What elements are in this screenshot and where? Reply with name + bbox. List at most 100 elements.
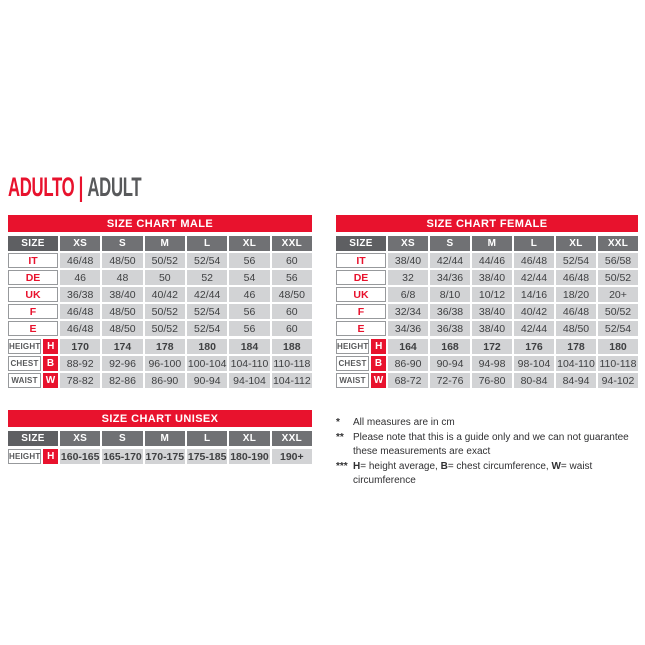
measure-value: 94-104 xyxy=(229,373,270,388)
measure-label: CHEST xyxy=(8,356,41,371)
measure-value: 110-118 xyxy=(271,356,312,371)
table-row: IT 46/48 48/50 50/52 52/54 56 60 xyxy=(8,253,312,268)
measure-row-chest: CHEST B 86-90 90-94 94-98 98-104 104-110… xyxy=(336,356,638,371)
size-value: 34/36 xyxy=(388,321,428,336)
measure-label-cell: WAIST W xyxy=(336,373,386,388)
table-row: IT 38/40 42/44 44/46 46/48 52/54 56/58 xyxy=(336,253,638,268)
table-row: DE 32 34/36 38/40 42/44 46/48 50/52 xyxy=(336,270,638,285)
size-value: 60 xyxy=(271,253,312,268)
measure-label: HEIGHT xyxy=(336,339,370,354)
size-value: 48/50 xyxy=(556,321,596,336)
measure-value: 110-118 xyxy=(598,356,638,371)
size-value: 46/48 xyxy=(556,304,596,319)
size-value: 8/10 xyxy=(430,287,470,302)
size-value: 38/40 xyxy=(388,253,428,268)
measure-value: 188 xyxy=(271,339,312,354)
size-value: 6/8 xyxy=(388,287,428,302)
measure-value: 190+ xyxy=(271,449,312,464)
size-header-cell: SIZE xyxy=(336,236,386,251)
measure-label: WAIST xyxy=(8,373,41,388)
footnote-letter-legend: *** H= height average, B= chest circumfe… xyxy=(336,460,640,489)
size-value: 52/54 xyxy=(556,253,596,268)
row-label: E xyxy=(8,321,58,336)
measure-label: WAIST xyxy=(336,373,369,388)
column-header: L xyxy=(514,236,554,251)
size-value: 36/38 xyxy=(430,321,470,336)
page-title-primary: ADULTO xyxy=(8,172,75,202)
column-header: S xyxy=(102,431,143,446)
table-row: E 34/36 36/38 38/40 42/44 48/50 52/54 xyxy=(336,321,638,336)
size-value: 20+ xyxy=(598,287,638,302)
footnote-guide-only: ** Please note that this is a guide only… xyxy=(336,431,640,460)
measure-value: 160-165 xyxy=(60,449,101,464)
size-header-cell: SIZE xyxy=(8,236,58,251)
measure-label: HEIGHT xyxy=(8,339,42,354)
legend-text: = chest circumference, xyxy=(447,460,552,472)
measure-value: 180 xyxy=(598,339,638,354)
table-row: UK 6/8 8/10 10/12 14/16 18/20 20+ xyxy=(336,287,638,302)
size-value: 42/44 xyxy=(514,270,554,285)
size-value: 60 xyxy=(271,304,312,319)
row-label: F xyxy=(8,304,58,319)
size-value: 34/36 xyxy=(430,270,470,285)
column-header: S xyxy=(430,236,470,251)
measure-value: 180 xyxy=(186,339,228,354)
measure-value: 76-80 xyxy=(472,373,512,388)
measure-value: 165-170 xyxy=(102,449,143,464)
measure-row-chest: CHEST B 88-92 92-96 96-100 100-104 104-1… xyxy=(8,356,312,371)
measure-label-cell: CHEST B xyxy=(336,356,386,371)
size-value: 50/52 xyxy=(598,304,638,319)
footnotes: * All measures are in cm ** Please note … xyxy=(336,416,640,489)
size-value: 14/16 xyxy=(514,287,554,302)
legend-letter-b: B xyxy=(440,460,448,472)
size-value: 50 xyxy=(144,270,185,285)
measure-value: 98-104 xyxy=(514,356,554,371)
size-value: 56 xyxy=(229,321,270,336)
measure-value: 72-76 xyxy=(430,373,470,388)
row-label: DE xyxy=(8,270,58,285)
measure-label: CHEST xyxy=(336,356,369,371)
measure-letter-badge: B xyxy=(43,356,58,371)
size-value: 38/40 xyxy=(472,304,512,319)
measure-value: 86-90 xyxy=(144,373,185,388)
footnote-marker: *** xyxy=(336,460,348,472)
size-value: 42/44 xyxy=(186,287,228,302)
footnote-marker: ** xyxy=(336,431,344,443)
column-header: M xyxy=(472,236,512,251)
measure-value: 90-94 xyxy=(430,356,470,371)
measure-letter-badge: H xyxy=(371,339,386,354)
size-value: 52/54 xyxy=(186,253,228,268)
column-header: XS xyxy=(60,431,101,446)
measure-value: 170 xyxy=(60,339,101,354)
size-value: 42/44 xyxy=(430,253,470,268)
column-header: M xyxy=(144,431,185,446)
size-value: 46 xyxy=(229,287,270,302)
size-value: 40/42 xyxy=(514,304,554,319)
measure-letter-badge: W xyxy=(371,373,386,388)
size-value: 46/48 xyxy=(60,304,101,319)
column-header: XXL xyxy=(271,431,312,446)
row-label: IT xyxy=(8,253,58,268)
column-header-row: SIZE XS S M L XL XXL xyxy=(8,431,312,446)
measure-row-height: HEIGHT H 170 174 178 180 184 188 xyxy=(8,339,312,354)
measure-value: 104-112 xyxy=(271,373,312,388)
measure-value: 82-86 xyxy=(102,373,143,388)
measure-value: 104-110 xyxy=(229,356,270,371)
measure-row-waist: WAIST W 78-82 82-86 86-90 90-94 94-104 1… xyxy=(8,373,312,388)
size-value: 40/42 xyxy=(144,287,185,302)
size-value: 48/50 xyxy=(102,304,143,319)
footnote-text: All measures are in cm xyxy=(353,417,455,428)
row-label: IT xyxy=(336,253,386,268)
size-value: 50/52 xyxy=(144,321,185,336)
table-title-unisex: SIZE CHART UNISEX xyxy=(8,410,312,427)
column-header: XS xyxy=(388,236,428,251)
measure-value: 96-100 xyxy=(144,356,185,371)
measure-label: HEIGHT xyxy=(8,449,42,464)
size-chart-female: SIZE CHART FEMALE SIZE XS S M L XL XXL I… xyxy=(336,215,638,390)
measure-value: 78-82 xyxy=(60,373,101,388)
column-header-row: SIZE XS S M L XL XXL xyxy=(8,236,312,251)
legend-letter-h: H xyxy=(353,460,361,472)
size-value: 52/54 xyxy=(598,321,638,336)
size-value: 38/40 xyxy=(102,287,143,302)
table-title-male: SIZE CHART MALE xyxy=(8,215,312,232)
